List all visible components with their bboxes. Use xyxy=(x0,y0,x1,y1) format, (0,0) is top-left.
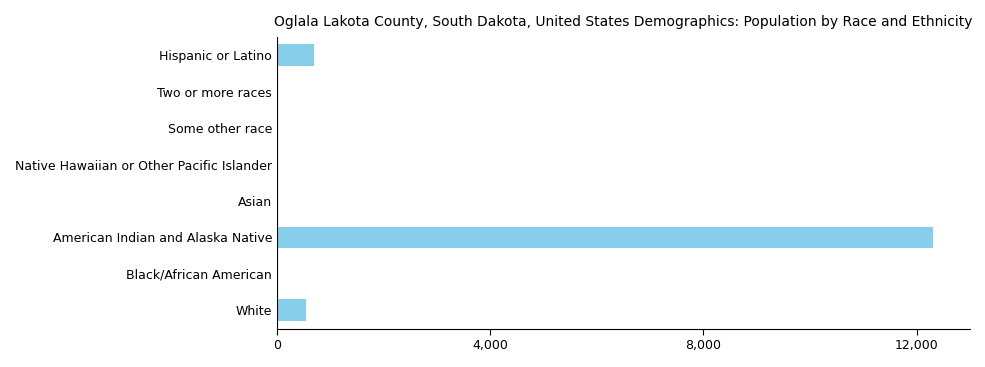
Bar xyxy=(277,117,278,139)
Bar xyxy=(277,299,306,321)
Title: Oglala Lakota County, South Dakota, United States Demographics: Population by Ra: Oglala Lakota County, South Dakota, Unit… xyxy=(274,15,972,29)
Bar xyxy=(277,226,933,248)
Bar xyxy=(277,44,314,66)
Bar xyxy=(277,81,279,103)
Bar xyxy=(277,263,278,285)
